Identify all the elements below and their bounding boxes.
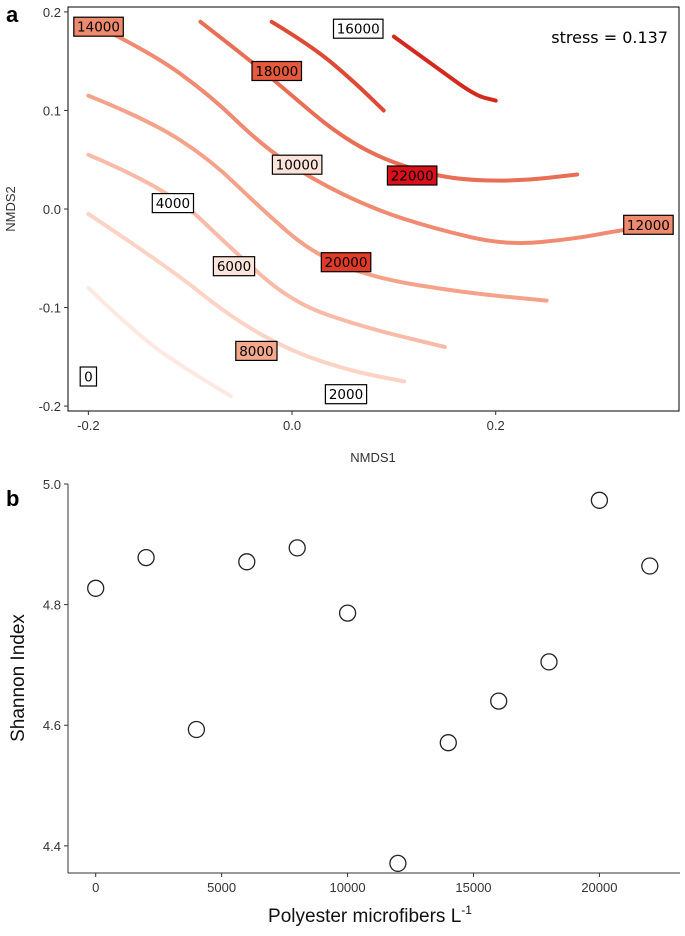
- panel-label-b: b: [6, 486, 19, 511]
- data-point: [641, 557, 659, 575]
- contour-line-4000: [86, 211, 407, 384]
- contour-label-box: [320, 252, 372, 273]
- x-tick-label-b: 5000: [207, 880, 236, 895]
- contour-label-14000: 14000: [73, 16, 124, 37]
- x-tick-label-b: 15000: [455, 880, 491, 895]
- contour-label-text: 14000: [77, 20, 120, 36]
- panel-label-a: a: [6, 2, 19, 27]
- contour-label-box: [79, 366, 98, 387]
- y-axis-title-b: Shannon Index: [8, 614, 29, 742]
- contour-label-box: [151, 193, 195, 214]
- x-axis-title-a: NMDS1: [350, 450, 396, 465]
- x-tick-label-b: 20000: [581, 880, 617, 895]
- contour-label-10000: 10000: [271, 154, 323, 175]
- contour-label-text: 2000: [329, 387, 363, 403]
- data-point: [137, 548, 155, 567]
- y-tick-label-b: 5.0: [43, 477, 61, 492]
- data-point: [288, 539, 306, 557]
- contour-label-text: 6000: [217, 259, 251, 275]
- contour-label-text: 8000: [239, 344, 273, 360]
- x-axis-title-b: Polyester microfibers L-1: [268, 903, 472, 927]
- contour-line-10000: [86, 19, 671, 246]
- contour-label-8000: 8000: [235, 340, 278, 361]
- y-tick-label-b: 4.4: [43, 839, 61, 854]
- data-point: [439, 734, 457, 752]
- contour-label-4000: 4000: [151, 193, 195, 214]
- x-tick-label-a: 0.0: [283, 418, 301, 433]
- x-tick-label-a: 0.2: [487, 418, 505, 433]
- contour-label-box: [235, 340, 278, 361]
- stress-annotation: stress = 0.137: [551, 28, 668, 47]
- contour-label-text: 16000: [337, 22, 380, 38]
- y-tick-label-a: 0.0: [43, 202, 61, 217]
- contour-label-6000: 6000: [212, 256, 256, 277]
- x-tick-label-b: 0: [92, 880, 99, 895]
- contour-label-box: [324, 384, 368, 405]
- data-point: [238, 553, 256, 571]
- contour-line-14000: [269, 19, 386, 113]
- x-tick-label-b: 10000: [329, 880, 365, 895]
- contour-label-16000: 16000: [332, 18, 384, 39]
- x-axis-title-b-main: Polyester microfibers L: [268, 906, 461, 927]
- data-point: [87, 579, 105, 597]
- plot-a-axes: -0.2 0.0 0.2 -0.2 -0.1 0.0 0.1 0.2: [39, 5, 505, 433]
- contour-label-text: 10000: [276, 158, 319, 174]
- contour-label-text: 12000: [627, 218, 670, 234]
- contour-label-22000: 22000: [386, 165, 438, 186]
- contour-line-16000: [391, 34, 498, 103]
- contour-label-box: [212, 256, 256, 277]
- plot-b-axes: 0 5000 10000 15000 20000 4.4 4.6 4.8 5.0: [43, 477, 618, 895]
- contour-lines: [86, 19, 671, 399]
- contour-label-box: [332, 18, 384, 39]
- contour-label-box: [73, 16, 124, 37]
- contour-label-text: 4000: [156, 196, 190, 212]
- y-tick-label-b: 4.8: [43, 598, 61, 613]
- contour-label-box: [251, 60, 303, 82]
- data-point: [540, 653, 558, 671]
- contour-label-box: [271, 154, 323, 175]
- contour-label-18000: 18000: [251, 60, 303, 82]
- scatter-points: [87, 491, 659, 873]
- contour-label-2000: 2000: [324, 384, 368, 405]
- x-tick-label-a: -0.2: [77, 418, 99, 433]
- contour-line-8000: [86, 93, 549, 303]
- x-axis-title-b-superscript: -1: [461, 903, 472, 917]
- y-tick-label-a: 0.1: [43, 103, 61, 118]
- data-point: [389, 854, 407, 873]
- contour-label-20000: 20000: [320, 252, 372, 273]
- nmds-contour-plot: 14000 16000 18000 10000 22000 12000 4000 6000 20…: [3, 5, 680, 465]
- contour-label-text: 20000: [325, 255, 368, 271]
- contour-labels: 14000 16000 18000 10000 22000 12000 4000 6000 20…: [73, 16, 674, 405]
- data-point: [490, 692, 508, 710]
- contour-line-2000: [86, 285, 233, 399]
- contour-label-text: 0: [84, 370, 93, 386]
- contour-label-12000: 12000: [623, 214, 674, 235]
- contour-label-0: 0: [79, 366, 98, 387]
- contour-label-text: 22000: [391, 169, 434, 185]
- contour-label-text: 18000: [255, 64, 298, 80]
- y-tick-label-a: -0.2: [39, 399, 61, 414]
- y-tick-label-a: -0.1: [39, 301, 61, 316]
- contour-label-box: [623, 214, 674, 235]
- shannon-scatter-plot: 0 5000 10000 15000 20000 4.4 4.6 4.8 5.0 Polyest…: [8, 477, 680, 927]
- contour-label-box: [386, 165, 438, 186]
- y-tick-label-a: 0.2: [43, 5, 61, 20]
- data-point: [187, 720, 206, 739]
- y-axis-title-a: NMDS2: [3, 186, 18, 232]
- data-point: [590, 491, 609, 509]
- data-point: [338, 604, 357, 622]
- y-tick-label-b: 4.6: [43, 718, 61, 733]
